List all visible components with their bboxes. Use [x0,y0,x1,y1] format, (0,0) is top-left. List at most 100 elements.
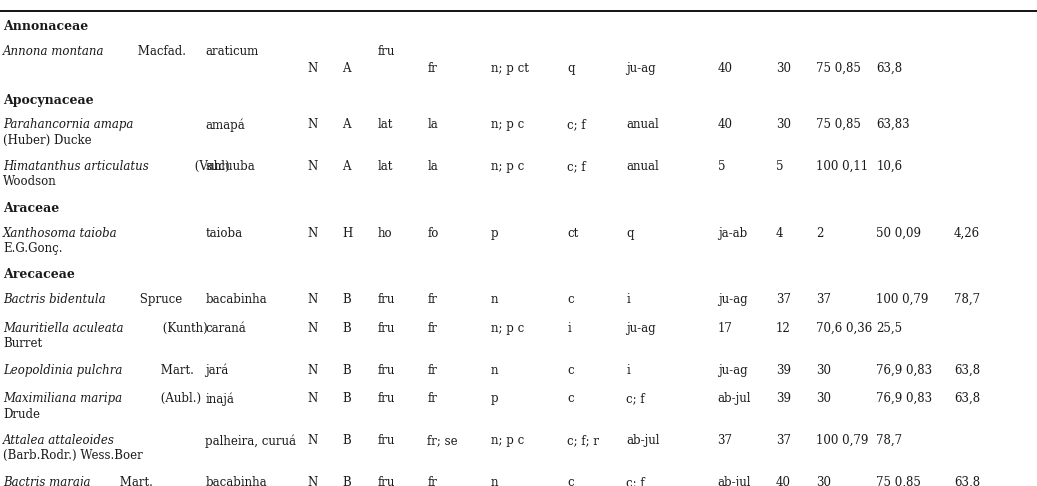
Text: la: la [427,160,438,173]
Text: 40: 40 [718,62,732,75]
Text: 37: 37 [776,293,790,306]
Text: 12: 12 [776,322,790,335]
Text: fru: fru [377,364,395,377]
Text: Himatanthus articulatus: Himatanthus articulatus [3,160,149,173]
Text: Spruce: Spruce [136,293,181,306]
Text: jará: jará [205,364,228,377]
Text: 78,7: 78,7 [954,293,980,306]
Text: bacabinha: bacabinha [205,293,267,306]
Text: n; p c: n; p c [491,160,524,173]
Text: N: N [307,322,317,335]
Text: fo: fo [427,226,439,240]
Text: Apocynaceae: Apocynaceae [3,93,93,106]
Text: B: B [342,434,351,447]
Text: Annonaceae: Annonaceae [3,20,88,34]
Text: ab-jul: ab-jul [718,476,751,486]
Text: 4,26: 4,26 [954,226,980,240]
Text: lat: lat [377,160,393,173]
Text: Mart.: Mart. [158,364,194,377]
Text: ho: ho [377,226,392,240]
Text: lat: lat [377,118,393,131]
Text: fr: fr [427,322,438,335]
Text: fru: fru [377,45,395,58]
Text: 2: 2 [816,226,823,240]
Text: 17: 17 [718,322,732,335]
Text: (Kunth): (Kunth) [159,322,207,335]
Text: 25,5: 25,5 [876,322,902,335]
Text: i: i [626,364,630,377]
Text: araticum: araticum [205,45,258,58]
Text: Xanthosoma taioba: Xanthosoma taioba [3,226,118,240]
Text: Maximiliana maripa: Maximiliana maripa [3,392,122,405]
Text: B: B [342,476,351,486]
Text: 40: 40 [718,118,732,131]
Text: fr: fr [427,293,438,306]
Text: 37: 37 [776,434,790,447]
Text: Parahancornia amapa: Parahancornia amapa [3,118,134,131]
Text: taioba: taioba [205,226,243,240]
Text: B: B [342,364,351,377]
Text: c: c [567,476,573,486]
Text: sucuuba: sucuuba [205,160,255,173]
Text: 76,9 0,83: 76,9 0,83 [876,364,932,377]
Text: 40: 40 [776,476,790,486]
Text: fr: fr [427,392,438,405]
Text: 70,6 0,36: 70,6 0,36 [816,322,872,335]
Text: c; f: c; f [567,118,586,131]
Text: fru: fru [377,293,395,306]
Text: B: B [342,293,351,306]
Text: n: n [491,364,498,377]
Text: 75 0,85: 75 0,85 [876,476,921,486]
Text: 63,8: 63,8 [954,476,980,486]
Text: N: N [307,160,317,173]
Text: 100 0,79: 100 0,79 [876,293,929,306]
Text: Bactris bidentula: Bactris bidentula [3,293,106,306]
Text: bacabinha: bacabinha [205,476,267,486]
Text: n: n [491,476,498,486]
Text: E.G.Gonç.: E.G.Gonç. [3,242,62,255]
Text: (Huber) Ducke: (Huber) Ducke [3,134,91,147]
Text: c: c [567,364,573,377]
Text: (Barb.Rodr.) Wess.Boer: (Barb.Rodr.) Wess.Boer [3,450,143,462]
Text: n; p c: n; p c [491,434,524,447]
Text: 30: 30 [816,476,831,486]
Text: fr; se: fr; se [427,434,458,447]
Text: fru: fru [377,392,395,405]
Text: N: N [307,226,317,240]
Text: ju-ag: ju-ag [718,293,748,306]
Text: 63,8: 63,8 [876,62,902,75]
Text: inajá: inajá [205,392,234,406]
Text: q: q [567,62,574,75]
Text: c; f; r: c; f; r [567,434,599,447]
Text: Woodson: Woodson [3,175,57,189]
Text: fru: fru [377,322,395,335]
Text: 63,83: 63,83 [876,118,909,131]
Text: 63,8: 63,8 [954,392,980,405]
Text: 63,8: 63,8 [954,364,980,377]
Text: 30: 30 [776,118,790,131]
Text: la: la [427,118,438,131]
Text: 37: 37 [816,293,831,306]
Text: Araceae: Araceae [3,202,59,215]
Text: 37: 37 [718,434,732,447]
Text: N: N [307,118,317,131]
Text: q: q [626,226,634,240]
Text: Macfad.: Macfad. [134,45,186,58]
Text: i: i [567,322,571,335]
Text: 30: 30 [816,364,831,377]
Text: ja-ab: ja-ab [718,226,747,240]
Text: n; p c: n; p c [491,322,524,335]
Text: 4: 4 [776,226,783,240]
Text: c; f: c; f [626,392,645,405]
Text: 78,7: 78,7 [876,434,902,447]
Text: 100 0,79: 100 0,79 [816,434,869,447]
Text: ab-jul: ab-jul [718,392,751,405]
Text: Bactris maraja: Bactris maraja [3,476,90,486]
Text: 30: 30 [776,62,790,75]
Text: H: H [342,226,353,240]
Text: fru: fru [377,434,395,447]
Text: fr: fr [427,364,438,377]
Text: p: p [491,392,498,405]
Text: Mauritiella aculeata: Mauritiella aculeata [3,322,123,335]
Text: N: N [307,293,317,306]
